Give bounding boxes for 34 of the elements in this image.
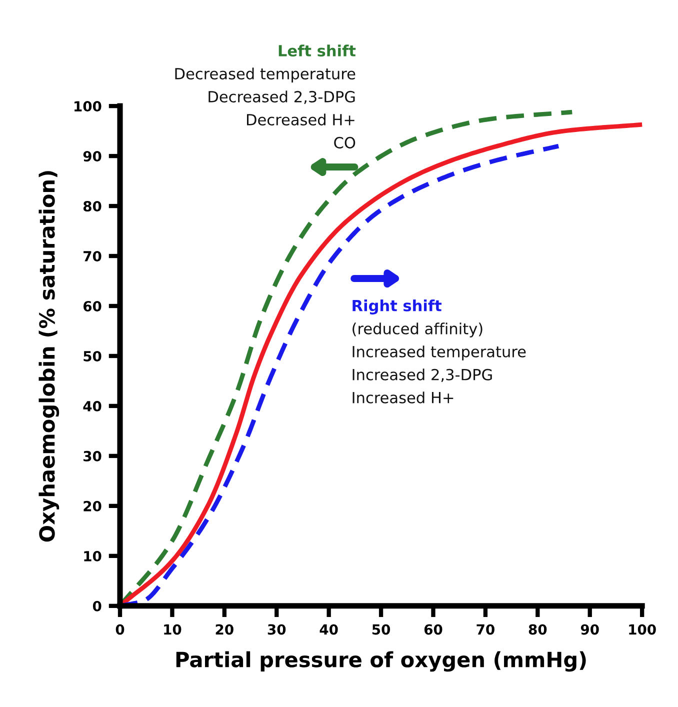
y-tick-label: 80	[83, 200, 102, 212]
x-tick-label: 100	[629, 624, 656, 635]
annotation: Increased H+	[352, 392, 454, 404]
y-tick-label: 100	[74, 101, 102, 112]
x-tick-label: 60	[424, 624, 442, 635]
y-tick-label: 20	[84, 500, 102, 512]
y-tick-label: 90	[83, 151, 102, 162]
x-tick-label: 80	[528, 624, 547, 635]
y-tick-label: 30	[84, 450, 102, 462]
x-axis-title: Partial pressure of oxygen (mmHg)	[176, 651, 586, 672]
annotation: (reduced affinity)	[352, 322, 482, 338]
x-tick-label: 0	[116, 624, 124, 635]
x-tick-label: 30	[268, 624, 286, 635]
text: Decreased 2,3-DPG	[208, 90, 355, 104]
x-tick-label: 50	[372, 624, 390, 635]
y-axis-title: Oxyhaemoglobin (% saturation)	[38, 171, 60, 542]
x-tick-label: 20	[216, 624, 234, 635]
annotation: Decreased H+	[247, 114, 354, 126]
y-tick-label: 0	[92, 600, 102, 612]
annotation: Increased 2,3-DPG	[352, 368, 492, 382]
annotation: Right shift	[352, 300, 442, 314]
y-tick-label: 50	[84, 350, 102, 362]
x-tick-label: 70	[476, 624, 494, 635]
y-tick-label: 40	[83, 400, 102, 412]
y-tick-label: 60	[83, 300, 102, 312]
x-tick-label: 40	[320, 624, 338, 635]
x-tick-label: 10	[164, 624, 182, 635]
annotation: CO	[334, 136, 356, 148]
annotation: Increased temperature	[352, 346, 526, 360]
text: Left shift	[278, 44, 356, 56]
text: Decreased temperature	[175, 68, 356, 82]
y-tick-label: 10	[84, 550, 102, 562]
x-tick-label: 90	[580, 624, 599, 635]
y-tick-label: 70	[84, 250, 102, 262]
